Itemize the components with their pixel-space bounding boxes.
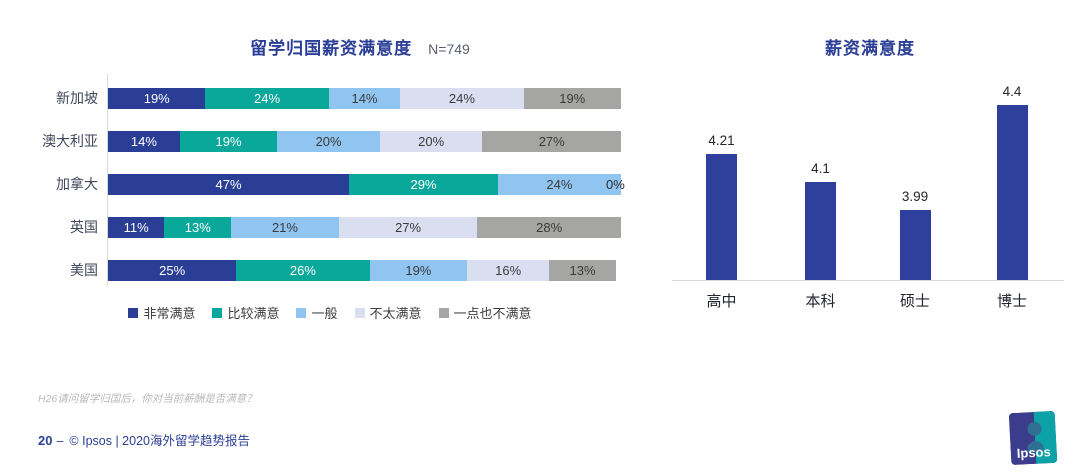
column-bar: [899, 210, 931, 280]
legend-swatch: [354, 307, 365, 318]
zero-value-label: 0%: [606, 177, 625, 192]
bar-segment: 14%: [328, 88, 401, 109]
bar-segment: 24%: [205, 88, 329, 109]
legend: 非常满意 比较满意 一般 不太满意 一点也不满意: [40, 303, 620, 322]
legend-item: 一般: [296, 303, 338, 322]
sample-size-label: N=749: [428, 41, 470, 57]
column-category-label: 博士: [996, 293, 1027, 310]
legend-swatch: [438, 307, 449, 318]
bar-segment: 13%: [164, 217, 232, 238]
y-axis-line: [107, 74, 108, 286]
column-category-label: 高中: [706, 293, 737, 310]
bar-segment: 21%: [231, 217, 339, 238]
footer-dash: –: [56, 434, 64, 448]
bar-segment: 29%: [349, 174, 498, 195]
right-chart-header: 薪资满意度: [660, 34, 1080, 59]
bar-row: 47% 29% 24% 0%: [108, 174, 625, 195]
category-label: 加拿大: [56, 176, 98, 192]
bar-segment: 19%: [108, 88, 206, 109]
bar-segment: 19%: [523, 88, 621, 109]
left-chart-title: 留学归国薪资满意度: [250, 39, 413, 58]
bar-segment: 27%: [338, 217, 478, 238]
x-axis-line: [672, 280, 1064, 281]
footer: 20– © Ipsos | 2020海外留学趋势报告: [38, 430, 250, 449]
bar-segment: 25%: [108, 260, 237, 281]
column-value-label: 4.1: [811, 161, 830, 176]
footnote: H26请问留学归国后，你对当前薪酬是否满意？: [38, 393, 257, 405]
legend-label: 不太满意: [369, 306, 422, 321]
legend-label: 比较满意: [227, 306, 280, 321]
page-number: 20: [38, 433, 53, 448]
bar-segment: 27%: [482, 131, 621, 152]
legend-swatch: [212, 307, 223, 318]
bar-segment: 28%: [477, 217, 621, 238]
category-label: 美国: [70, 262, 98, 278]
bar-row: 19% 24% 14% 24% 19%: [108, 88, 621, 109]
right-chart-title: 薪资满意度: [825, 39, 915, 58]
column-bar: [706, 154, 737, 280]
legend-label: 一般: [311, 306, 338, 321]
bar-segment: 19%: [369, 260, 468, 281]
bar-segment: 19%: [179, 131, 278, 152]
bar-segment: 16%: [467, 260, 550, 281]
column-category-label: 本科: [805, 293, 836, 310]
ipsos-logo-graphic: Ipsos: [1008, 411, 1058, 465]
column-value-label: 3.99: [901, 189, 929, 204]
bar-row: 14% 19% 20% 20% 27%: [108, 131, 621, 152]
copyright-text: © Ipsos | 2020海外留学趋势报告: [69, 434, 250, 448]
legend-label: 一点也不满意: [453, 306, 532, 321]
column-value-label: 4.21: [708, 133, 735, 148]
column-bar-plot: 4.21 高中 4.1 本科 3.99 硕士 4.4 博士: [660, 0, 1080, 310]
bar-segment: 26%: [236, 260, 370, 281]
bar-segment: 47%: [108, 174, 350, 195]
bar-segment: 20%: [379, 131, 483, 152]
category-label: 新加坡: [56, 90, 98, 106]
bar-segment: 24%: [400, 88, 524, 109]
legend-label: 非常满意: [143, 306, 196, 321]
column-bar: [996, 105, 1028, 280]
bar-segment: 20%: [277, 131, 380, 152]
bar-segment: 14%: [108, 131, 180, 152]
category-label: 澳大利亚: [42, 133, 98, 149]
left-chart-header: 留学归国薪资满意度 N=749: [30, 34, 690, 59]
legend-swatch: [128, 307, 139, 318]
svg-text:Ipsos: Ipsos: [1016, 444, 1051, 461]
legend-item: 非常满意: [128, 303, 195, 322]
column-bar: [805, 182, 836, 280]
legend-item: 比较满意: [212, 303, 279, 322]
column-category-label: 硕士: [899, 293, 930, 310]
bar-segment: 24%: [497, 174, 621, 195]
column-value-label: 4.4: [1002, 84, 1022, 99]
legend-item: 一点也不满意: [438, 303, 532, 322]
ipsos-logo: Ipsos: [1008, 411, 1058, 465]
legend-swatch: [296, 307, 307, 318]
bar-row: 25% 26% 19% 16% 13%: [108, 260, 621, 281]
category-label: 英国: [70, 219, 98, 235]
legend-item: 不太满意: [354, 303, 422, 322]
bar-segment: 13%: [549, 260, 616, 281]
bar-row: 11% 13% 21% 27% 28%: [108, 217, 621, 238]
bar-segment: 11%: [108, 217, 165, 238]
